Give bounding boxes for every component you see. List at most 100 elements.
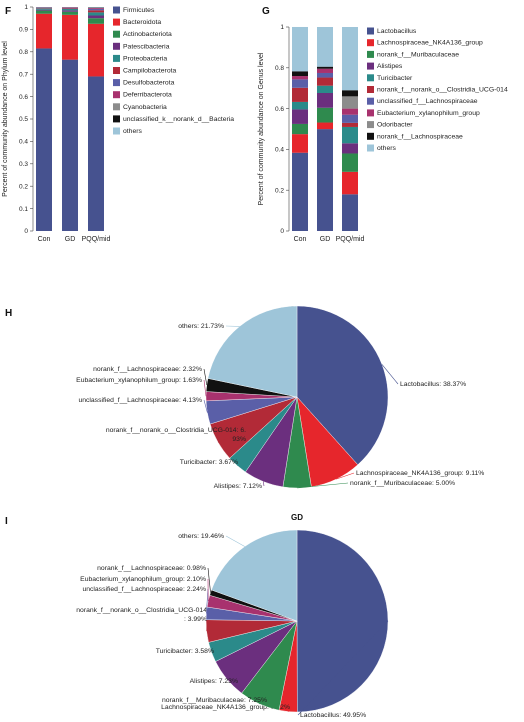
pie-slice-others — [207, 305, 298, 398]
bar-segment-firmicutes-con — [36, 48, 52, 231]
pie-leader-line-alistipes — [226, 678, 241, 682]
bar-segment-turicibacter-pqq-mid — [342, 126, 358, 144]
legend-swatch-actinobacteriota — [113, 30, 120, 38]
bar-segment-proteobacteria-gd — [62, 9, 78, 11]
bar-segment-lactobacillus-con — [292, 152, 308, 231]
bar-segment-actinobacteriota-gd — [62, 11, 78, 15]
bar-segment-alistipes-pqq-mid — [342, 143, 358, 154]
bar-segment-alistipes-gd — [317, 92, 333, 108]
bar-segment-proteobacteria-con — [36, 8, 52, 10]
bar-segment-norank-f-lachnospiraceae-con — [292, 71, 308, 77]
bar-segment-proteobacteria-pqq-mid — [88, 12, 104, 16]
legend-label-proteobacteria: Proteobacteria — [123, 55, 167, 62]
pie-label-norank-f-lachnospiraceae: norank_f__Lachnospiraceae: 0.98% — [97, 565, 206, 572]
category-label-pqq-mid: PQQ/mid — [82, 236, 111, 243]
y-tick-label: 0.1 — [19, 206, 28, 213]
pie-label-unclassified-f-lachnospiraceae: unclassified_f__Lachnospiraceae: 2.24% — [82, 586, 206, 593]
legend-label-norank-f-muribaculaceae: norank_f__Muribaculaceae — [377, 51, 459, 58]
bar-segment-firmicutes-gd — [62, 59, 78, 231]
pie-leader-line-norank-f-muribaculaceae — [297, 482, 349, 489]
bar-segment-others-gd — [317, 27, 333, 67]
pie-leader-line-lactobacillus — [381, 364, 399, 385]
pie-title: GD — [291, 513, 303, 522]
pie-label-lachnospiraceae-nk4a136-group: Lachnospiraceae_NK4A136_group: 3.22% — [161, 704, 290, 711]
bar-segment-lachnospiraceae-nk4a136-group-con — [292, 134, 308, 153]
legend-swatch-proteobacteria — [113, 54, 120, 62]
y-tick-label: 0.3 — [19, 161, 28, 168]
bar-segment-lactobacillus-gd — [317, 129, 333, 231]
pie-label-others: others: 19.46% — [178, 533, 224, 540]
legend-label-campilobacterota: Campilobacterota — [123, 68, 176, 75]
y-axis-title: Percent of community abundance on Phylum… — [2, 41, 9, 197]
panel-letter-i: I — [5, 516, 8, 527]
bar-segment-unclassified-f-lachnospiraceae-con — [292, 79, 308, 88]
pie-label-unclassified-f-lachnospiraceae: unclassified_f__Lachnospiraceae: 4.13% — [78, 397, 202, 404]
bar-segment-lactobacillus-pqq-mid — [342, 194, 358, 231]
y-tick-label: 0.4 — [275, 147, 284, 154]
pie-leader-line-turicibacter — [236, 461, 241, 466]
pie-label-others: others: 21.73% — [178, 323, 224, 330]
legend-label-others: others — [377, 145, 396, 152]
bar-segment-unclassified-f-lachnospiraceae-gd — [317, 72, 333, 78]
pie-label-alistipes: Alistipes: 7.12% — [214, 483, 262, 490]
legend-swatch-norank-f-norank-o-clostridia-ucg-014 — [367, 86, 374, 93]
y-axis-title: Percent of community abundance on Genus … — [258, 52, 265, 205]
category-label-gd: GD — [65, 236, 76, 243]
bar-segment-turicibacter-con — [292, 101, 308, 110]
legend-swatch-others — [367, 144, 374, 152]
pie-label-norank-f-norank-o-clostridia-ucg-014: norank_f__norank_o__Clostridia_UCG-014 — [76, 607, 207, 614]
legend-swatch-cyanobacteria — [113, 103, 120, 111]
category-label-con: Con — [294, 236, 307, 243]
legend-label-alistipes: Alistipes — [377, 63, 403, 70]
bar-segment-eubacterium-xylanophilum-group-gd — [317, 68, 333, 73]
bar-segment-bacteroidota-pqq-mid — [88, 23, 104, 77]
legend-swatch-bacteroidota — [113, 18, 120, 26]
pie-label-lactobacillus: Lactobacillus: 49.95% — [300, 712, 366, 719]
pie-label-lactobacillus: Lactobacillus: 38.37% — [400, 381, 466, 388]
legend-label-lactobacillus: Lactobacillus — [377, 28, 417, 35]
legend-swatch-eubacterium-xylanophilum-group — [367, 109, 374, 117]
pie-leader-line-unclassified-f-lachnospiraceae — [206, 588, 209, 614]
bar-segment-bacteroidota-gd — [62, 14, 78, 60]
legend-label-norank-f-norank-o-clostridia-ucg-014: norank_f__norank_o__Clostridia_UCG-014 — [377, 87, 508, 94]
bar-segment-norank-f-muribaculaceae-con — [292, 123, 308, 135]
legend-swatch-norank-f-lachnospiraceae — [367, 132, 374, 140]
panel-letter-g: G — [262, 6, 270, 17]
legend-swatch-desulfobacterota — [113, 79, 120, 87]
pie-leader-line-lachnospiraceae-nk4a136-group — [336, 472, 355, 480]
y-tick-label: 0.2 — [275, 187, 284, 194]
legend-swatch-patescibacteria — [113, 42, 120, 50]
panel-letter-f: F — [5, 6, 11, 17]
pie-leader-line-lactobacillus — [297, 620, 389, 716]
bar-segment-patescibacteria-con — [36, 9, 52, 11]
bar-segment-eubacterium-xylanophilum-group-con — [292, 76, 308, 80]
pie-label-eubacterium-xylanophilum-group: Eubacterium_xylanophilum_group: 2.10% — [80, 576, 206, 583]
pie-label-norank-f-muribaculaceae: norank_f__Muribaculaceae: 7.25% — [162, 697, 267, 704]
bar-segment-firmicutes-pqq-mid — [88, 76, 104, 231]
pie-label-lachnospiraceae-nk4a136-group: Lachnospiraceae_NK4A136_group: 9.11% — [356, 470, 484, 477]
y-tick-label: 1 — [24, 4, 28, 11]
y-tick-label: 0.6 — [275, 106, 284, 113]
y-tick-label: 1 — [280, 24, 284, 31]
pie-label-alistipes: Alistipes: 7.23% — [190, 678, 238, 685]
y-tick-label: 0.9 — [19, 27, 28, 34]
genus-bar-chart: 0 0.2 0.4 0.6 0.8 1 Percent of community abund… — [258, 24, 508, 243]
legend-swatch-firmicutes — [113, 6, 120, 14]
bar-segment-bacteroidota-con — [36, 13, 52, 49]
pie-label-turicibacter: Turicibacter: 3.58% — [156, 648, 214, 655]
pie-leader-line-lachnospiraceae-nk4a136-group — [287, 706, 293, 712]
bar-segment-norank-f-norank-o-clostridia-ucg-014-gd — [317, 77, 333, 86]
y-tick-label: 0.6 — [19, 94, 28, 101]
legend-swatch-lachnospiraceae-nk4a136-group — [367, 39, 374, 47]
legend-label-cyanobacteria: Cyanobacteria — [123, 104, 167, 111]
y-tick-label: 0.7 — [19, 71, 28, 78]
bar-segment-others-pqq-mid — [342, 27, 358, 91]
bar-segment-actinobacteriota-pqq-mid — [88, 18, 104, 24]
pie-leader-line-norank-f-lachnospiraceae — [207, 567, 211, 593]
y-tick-label: 0.2 — [19, 183, 28, 190]
legend-label-norank-f-lachnospiraceae: norank_f__Lachnospiraceae — [377, 133, 463, 140]
y-tick-label: 0.5 — [19, 116, 28, 123]
pie-label-cont-norank-f-norank-o-clostridia-ucg-014: : 3.99% — [184, 616, 207, 623]
legend-label-others: others — [123, 128, 142, 135]
con-pie-chart: ConLactobacillus: 38.37%Lachnospiraceae_… — [76, 305, 484, 490]
